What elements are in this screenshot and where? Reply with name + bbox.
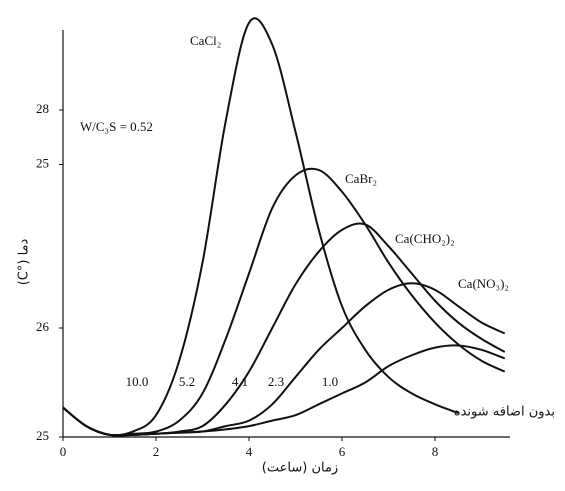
x-tick-label: 6 xyxy=(339,444,346,459)
y-tick-label: 26 xyxy=(36,319,50,334)
annotation: 2.3 xyxy=(268,374,284,389)
annotation: W/C₃S = 0.52 xyxy=(80,119,153,134)
series-label: بدون اضافه شونده xyxy=(454,405,555,420)
y-tick-label: 25 xyxy=(36,155,49,170)
line-series xyxy=(62,222,506,437)
series-label: CaBr₂ xyxy=(345,171,377,186)
series-label: Ca(NO₃)₂ xyxy=(458,276,509,291)
annotation: 5.2 xyxy=(179,374,195,389)
x-tick-label: 2 xyxy=(153,444,160,459)
line-series xyxy=(62,344,506,437)
line-series xyxy=(62,167,506,437)
annotation: 4.1 xyxy=(232,374,248,389)
y-tick-label: 25 xyxy=(36,428,49,443)
annotation: 10.0 xyxy=(126,374,149,389)
series-label: Ca(CHO₂)₂ xyxy=(395,231,455,246)
y-tick-label: 28 xyxy=(36,101,49,116)
annotation: 1.0 xyxy=(322,374,338,389)
x-tick-label: 4 xyxy=(246,444,253,459)
series-label: CaCl₂ xyxy=(190,33,221,48)
x-axis-label: زمان (ساعت) xyxy=(262,461,338,476)
y-axis-label: دما (°C) xyxy=(17,239,32,286)
x-tick-label: 0 xyxy=(60,444,67,459)
x-tick-label: 8 xyxy=(432,444,439,459)
line-series xyxy=(62,17,459,437)
